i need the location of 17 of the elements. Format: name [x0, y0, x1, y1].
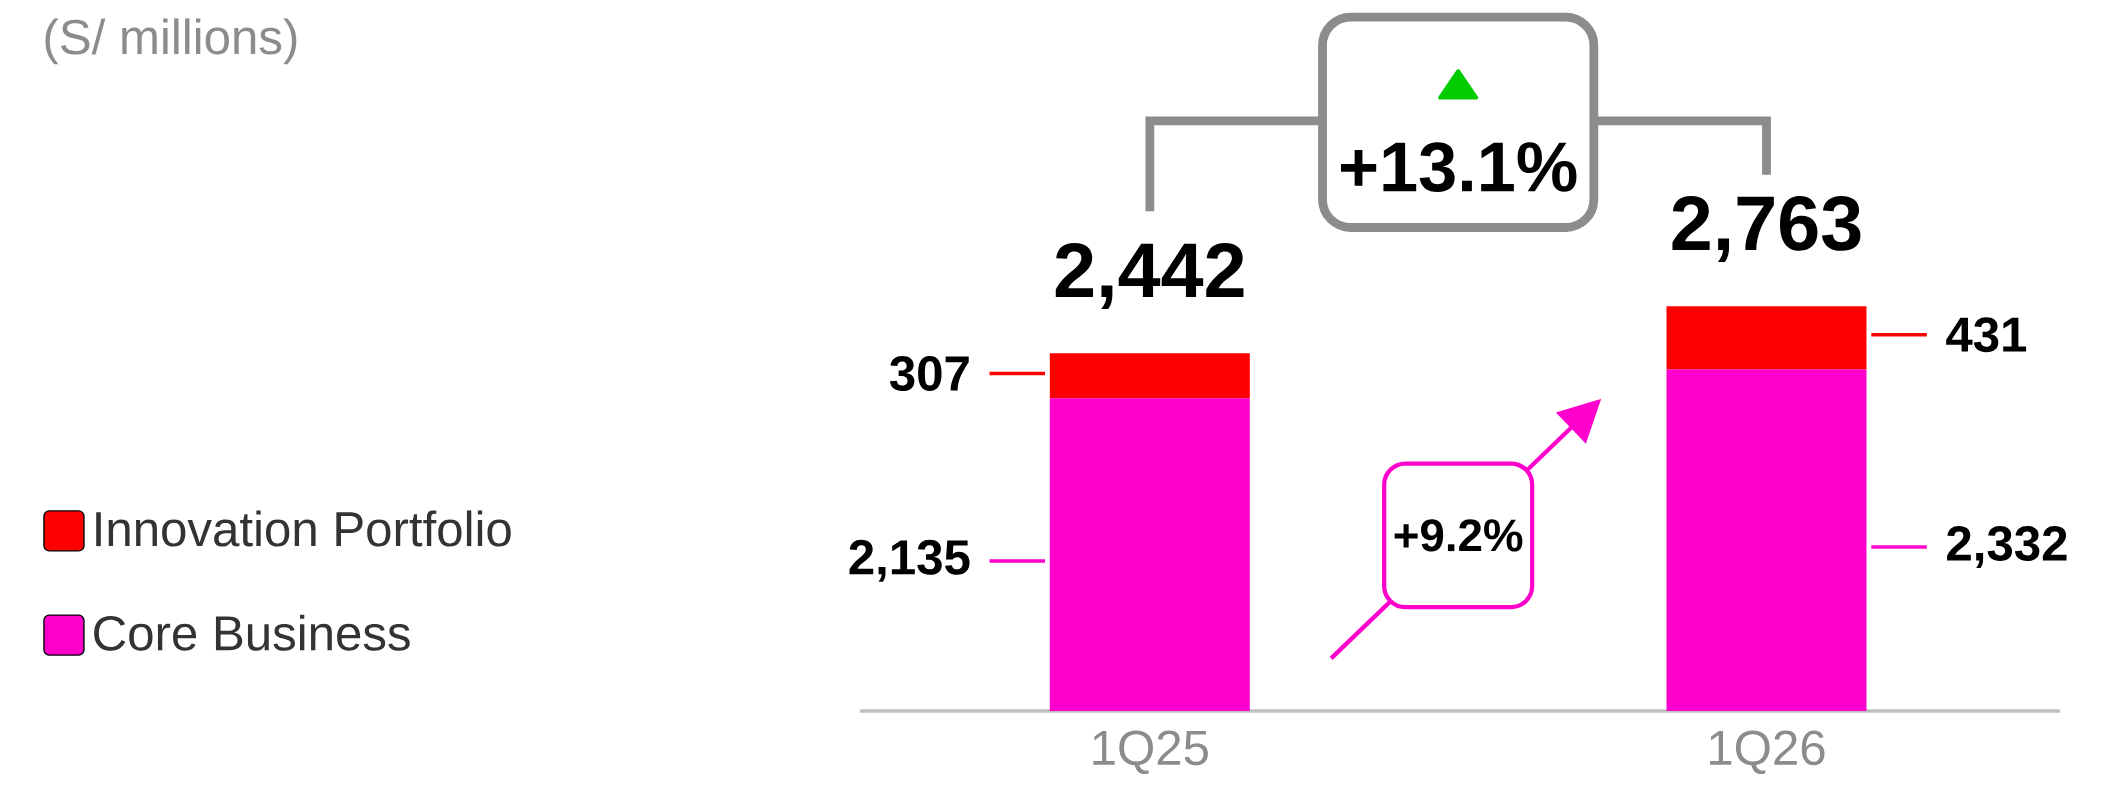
bar — [1049, 353, 1250, 399]
bar — [1666, 306, 1867, 370]
annotation: +9.2% — [1394, 519, 1523, 552]
data-label: 2,332 — [1947, 526, 2067, 569]
x-tick-label: 1Q25 — [1093, 730, 1208, 775]
text: (S/ millions) — [45, 18, 297, 65]
legend-label: Innovation Portfolio — [96, 510, 511, 547]
bar — [1666, 369, 1867, 711]
text: +13.1% — [1340, 142, 1577, 192]
data-label: 307 — [889, 356, 969, 392]
data-label: 2,135 — [849, 539, 970, 582]
total-label: 2,763 — [1672, 195, 1861, 262]
total-label: 2,442 — [1055, 242, 1244, 309]
bar — [1049, 398, 1250, 711]
data-label: 431 — [1946, 317, 2027, 353]
legend-label: Core Business — [94, 614, 410, 651]
x-tick-label: 1Q26 — [1710, 730, 1825, 775]
